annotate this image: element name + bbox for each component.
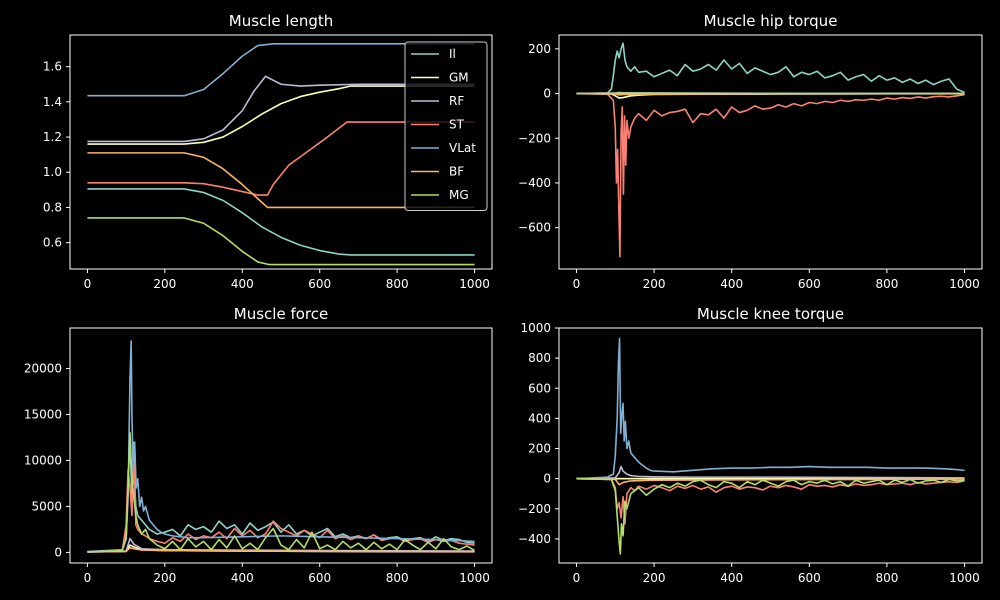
muscle-length-legend-frame	[404, 41, 488, 211]
muscle-force-xtick-label: 800	[386, 571, 409, 585]
muscle-force-xtick-label: 200	[153, 571, 176, 585]
legend-label-il: Il	[449, 47, 456, 61]
muscle-hip-torque-ytick-label: −400	[518, 176, 551, 190]
muscle-knee-torque-series-rf	[576, 465, 965, 480]
muscle-force-series-mg	[87, 432, 475, 553]
muscle-force-xtick-label: 600	[308, 571, 331, 585]
muscle-length-legend: Il GM RF ST VLat BF MG	[404, 41, 488, 211]
muscle-length-xtick-label: 400	[231, 277, 254, 291]
muscle-force-title: Muscle force	[234, 305, 328, 323]
muscle-force-axes-frame	[69, 327, 493, 564]
muscle-force-xtick-label: 1000	[459, 571, 490, 585]
muscle-hip-torque-xtick-label: 200	[643, 277, 666, 291]
muscle-hip-torque-xtick-label: 0	[573, 277, 581, 291]
muscle-length-series-vlat	[87, 42, 475, 97]
muscle-length-series-gm	[87, 85, 475, 145]
muscle-knee-torque-xtick-label: 800	[875, 571, 898, 585]
muscle-knee-torque-series-mg	[576, 477, 965, 555]
muscle-force-series-bf	[87, 547, 475, 553]
muscle-hip-torque-ytick-label: 0	[543, 87, 551, 101]
muscle-length-xtick-label: 800	[386, 277, 409, 291]
muscle-hip-torque-panel: Muscle hip torque 0 200 400 600 800 1000 −600 −…	[518, 12, 983, 291]
muscle-hip-torque-xtick-label: 600	[798, 277, 821, 291]
muscle-hip-torque-series-il	[576, 42, 965, 95]
muscle-length-ytick-label: 0.8	[43, 200, 62, 214]
muscle-knee-torque-series-st	[576, 477, 965, 525]
muscle-force-ytick-label: 0	[54, 545, 62, 559]
muscle-length-series-group	[87, 42, 475, 266]
muscle-length-ytick-label: 1.0	[43, 165, 62, 179]
muscle-knee-torque-series-bf	[576, 477, 965, 486]
muscle-hip-torque-xtick-label: 400	[720, 277, 743, 291]
muscle-knee-torque-ytick-label: −400	[518, 532, 551, 546]
muscle-force-xtick-label: 400	[231, 571, 254, 585]
muscle-force-ytick-label: 5000	[31, 499, 62, 513]
muscle-force-panel: Muscle force 0 200 400 600 800 10000500010000…	[24, 305, 493, 585]
muscle-length-xtick-label: 600	[308, 277, 331, 291]
muscle-length-ytick-label: 1.4	[43, 95, 62, 109]
muscle-length-series-rf	[87, 75, 475, 143]
legend-label-rf: RF	[449, 94, 464, 108]
muscle-knee-torque-xtick-label: 1000	[949, 571, 980, 585]
muscle-force-xtick-label: 0	[84, 571, 92, 585]
legend-label-bf: BF	[449, 165, 464, 179]
muscle-hip-torque-ytick-label: −600	[518, 221, 551, 235]
muscle-hip-torque-title: Muscle hip torque	[704, 12, 838, 30]
muscle-knee-torque-ytick-label: −200	[518, 502, 551, 516]
muscle-hip-torque-series-group	[576, 42, 965, 258]
muscle-hip-torque-ytick-label: 200	[528, 42, 551, 56]
muscle-hip-torque-series-st	[576, 92, 965, 258]
muscle-force-ytick-label: 15000	[24, 407, 62, 421]
muscle-force-ytick-label: 20000	[24, 361, 62, 375]
muscle-length-axes-frame	[69, 34, 493, 270]
muscle-hip-torque-xtick-label: 800	[875, 277, 898, 291]
muscle-length-xtick-label: 200	[153, 277, 176, 291]
muscle-knee-torque-title: Muscle knee torque	[697, 305, 844, 323]
muscle-length-series-bf	[87, 152, 475, 209]
muscle-knee-torque-xtick-label: 200	[643, 571, 666, 585]
muscle-hip-torque-axes-frame	[558, 34, 983, 270]
muscle-length-series-il	[87, 188, 475, 256]
muscle-force-series-vlat	[87, 340, 475, 553]
muscle-length-panel: Muscle length 0 200 400 600 800 1000 0.6 0.8 1.0…	[43, 12, 493, 291]
muscle-hip-torque-ytick-label: −200	[518, 131, 551, 145]
muscle-knee-torque-ytick-label: 600	[528, 381, 551, 395]
muscle-knee-torque-xtick-label: 400	[720, 571, 743, 585]
muscle-length-title: Muscle length	[229, 12, 334, 30]
muscle-knee-torque-ytick-label: 0	[543, 472, 551, 486]
muscle-knee-torque-ytick-label: 200	[528, 442, 551, 456]
muscle-knee-torque-ytick-label: 1000	[520, 321, 551, 335]
legend-label-mg: MG	[449, 188, 469, 202]
muscle-knee-torque-xtick-label: 0	[573, 571, 581, 585]
muscle-knee-torque-series-vlat	[576, 337, 965, 480]
muscle-knee-torque-axes-frame	[558, 327, 983, 564]
muscle-knee-torque-ytick-label: 400	[528, 411, 551, 425]
muscle-length-ytick-label: 0.6	[43, 236, 62, 250]
muscle-force-series-group	[87, 340, 475, 553]
muscle-length-xtick-label: 0	[84, 277, 92, 291]
legend-label-vlat: VLat	[449, 141, 476, 155]
legend-label-st: ST	[449, 118, 465, 132]
muscle-knee-torque-ytick-label: 800	[528, 351, 551, 365]
muscle-length-ytick-label: 1.6	[43, 60, 62, 74]
muscle-knee-torque-panel: Muscle knee torque 0 200 400 600 800 1000 −400…	[518, 305, 983, 585]
muscle-force-ytick-label: 10000	[24, 453, 62, 467]
muscle-hip-torque-xtick-label: 1000	[949, 277, 980, 291]
legend-label-gm: GM	[449, 71, 469, 85]
muscle-length-ytick-label: 1.2	[43, 130, 62, 144]
muscle-length-xtick-label: 1000	[459, 277, 490, 291]
muscle-length-series-mg	[87, 217, 475, 266]
muscle-length-series-st	[87, 121, 475, 196]
muscle-knee-torque-series-group	[576, 337, 965, 555]
muscle-knee-torque-xtick-label: 600	[798, 571, 821, 585]
